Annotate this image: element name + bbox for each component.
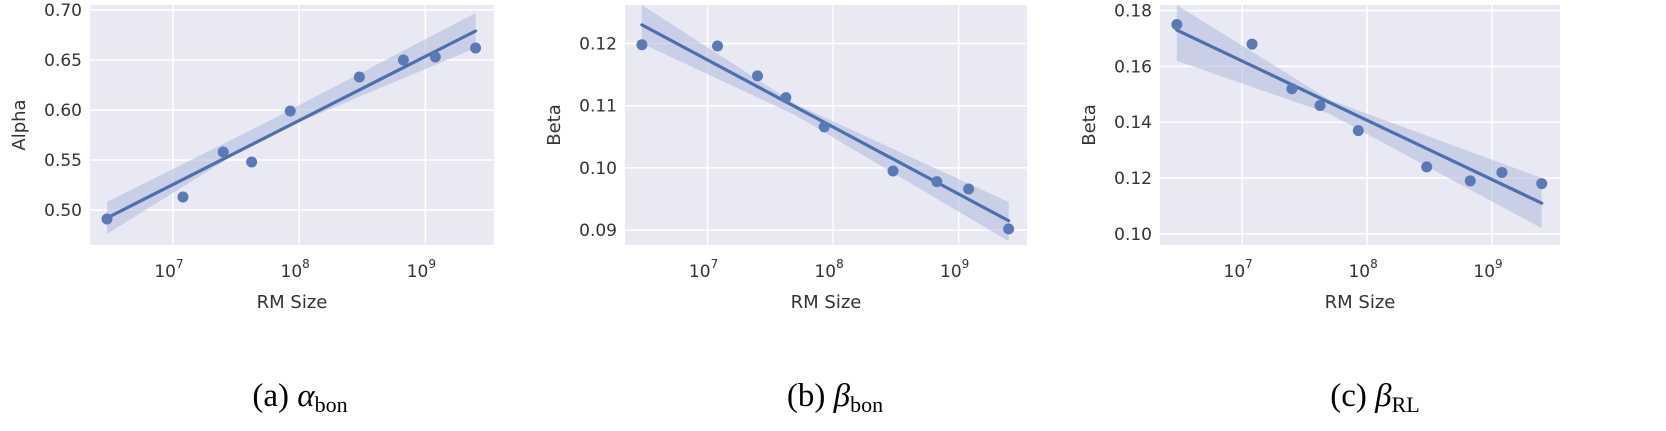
caption-a-symbol: α xyxy=(297,378,315,414)
data-point xyxy=(397,54,409,66)
x-tick-base: 10 xyxy=(940,262,962,282)
data-point xyxy=(1536,178,1548,190)
x-axis-label: RM Size xyxy=(1325,292,1396,313)
y-axis-label: Beta xyxy=(544,104,565,146)
x-tick-label: 108 xyxy=(281,257,310,282)
caption-c-symbol: β xyxy=(1375,378,1392,414)
caption-b-symbol: β xyxy=(833,378,851,414)
data-point xyxy=(470,42,482,54)
data-point xyxy=(963,183,975,195)
x-tick-label: 107 xyxy=(689,257,718,282)
caption-b-subscript: bon xyxy=(850,392,884,417)
y-tick-label: 0.10 xyxy=(1114,225,1152,245)
x-tick-exponent: 9 xyxy=(428,257,436,271)
y-tick-label: 0.50 xyxy=(44,201,82,221)
y-tick-label: 0.11 xyxy=(579,97,617,117)
x-tick-exponent: 9 xyxy=(1495,257,1503,271)
x-tick-label: 109 xyxy=(940,257,969,282)
y-axis-label: Alpha xyxy=(9,99,30,150)
data-point xyxy=(1171,19,1183,31)
x-tick-exponent: 8 xyxy=(836,257,844,271)
x-tick-base: 10 xyxy=(1473,262,1495,282)
data-point xyxy=(353,71,365,83)
y-tick-label: 0.65 xyxy=(44,51,82,71)
x-tick-base: 10 xyxy=(407,262,429,282)
data-point xyxy=(284,105,296,117)
x-tick-label: 107 xyxy=(154,257,183,282)
y-tick-label: 0.10 xyxy=(579,159,617,179)
x-tick-base: 10 xyxy=(154,262,176,282)
y-tick-label: 0.14 xyxy=(1114,113,1152,133)
y-tick-label: 0.70 xyxy=(44,1,82,21)
x-tick-exponent: 9 xyxy=(962,257,970,271)
caption-b-prefix: (b) xyxy=(786,378,826,414)
x-tick-exponent: 7 xyxy=(711,257,719,271)
data-point xyxy=(429,51,441,63)
x-tick-label: 108 xyxy=(1348,257,1377,282)
data-point xyxy=(177,191,189,203)
x-tick-exponent: 8 xyxy=(1370,257,1378,271)
y-tick-label: 0.12 xyxy=(579,35,617,55)
y-tick-label: 0.09 xyxy=(579,221,617,241)
x-axis-label: RM Size xyxy=(257,292,328,313)
x-tick-exponent: 8 xyxy=(302,257,310,271)
data-point xyxy=(1314,99,1326,111)
data-point xyxy=(1352,125,1364,137)
regression-line xyxy=(105,29,478,220)
data-point xyxy=(217,146,229,158)
y-tick-label: 0.55 xyxy=(44,151,82,171)
x-tick-base: 10 xyxy=(281,262,303,282)
x-tick-base: 10 xyxy=(689,262,711,282)
caption-c-prefix: (c) xyxy=(1330,378,1367,414)
regression-line xyxy=(1175,28,1544,205)
y-axis-label: Beta xyxy=(1079,104,1100,146)
x-tick-exponent: 7 xyxy=(1245,257,1253,271)
y-tick-label: 0.12 xyxy=(1114,169,1152,189)
x-tick-base: 10 xyxy=(1224,262,1246,282)
data-point xyxy=(101,213,113,225)
caption-b: (b) βbon xyxy=(635,378,1035,418)
caption-a-subscript: bon xyxy=(314,392,348,417)
x-tick-label: 109 xyxy=(1473,257,1502,282)
x-tick-label: 109 xyxy=(407,257,436,282)
caption-a-prefix: (a) xyxy=(252,378,290,414)
x-tick-label: 108 xyxy=(814,257,843,282)
data-point xyxy=(780,92,792,104)
x-tick-base: 10 xyxy=(814,262,836,282)
data-point xyxy=(1286,83,1298,95)
data-point xyxy=(1421,161,1433,173)
x-axis-label: RM Size xyxy=(791,292,862,313)
caption-c: (c) βRL xyxy=(1175,378,1575,418)
y-tick-label: 0.60 xyxy=(44,101,82,121)
caption-a: (a) αbon xyxy=(100,378,500,418)
data-point xyxy=(636,39,648,51)
data-point xyxy=(246,156,258,168)
data-point xyxy=(1496,166,1508,178)
data-point xyxy=(931,176,943,188)
data-point xyxy=(712,40,724,52)
data-point xyxy=(752,70,764,82)
x-tick-label: 107 xyxy=(1224,257,1253,282)
y-tick-label: 0.18 xyxy=(1114,2,1152,22)
x-tick-base: 10 xyxy=(1348,262,1370,282)
caption-c-subscript: RL xyxy=(1391,392,1420,417)
data-point xyxy=(1246,38,1258,50)
data-point xyxy=(887,165,899,177)
data-point xyxy=(1464,175,1476,187)
y-tick-label: 0.16 xyxy=(1114,57,1152,77)
data-point xyxy=(1003,223,1015,235)
x-tick-exponent: 7 xyxy=(176,257,184,271)
data-point xyxy=(818,121,830,133)
